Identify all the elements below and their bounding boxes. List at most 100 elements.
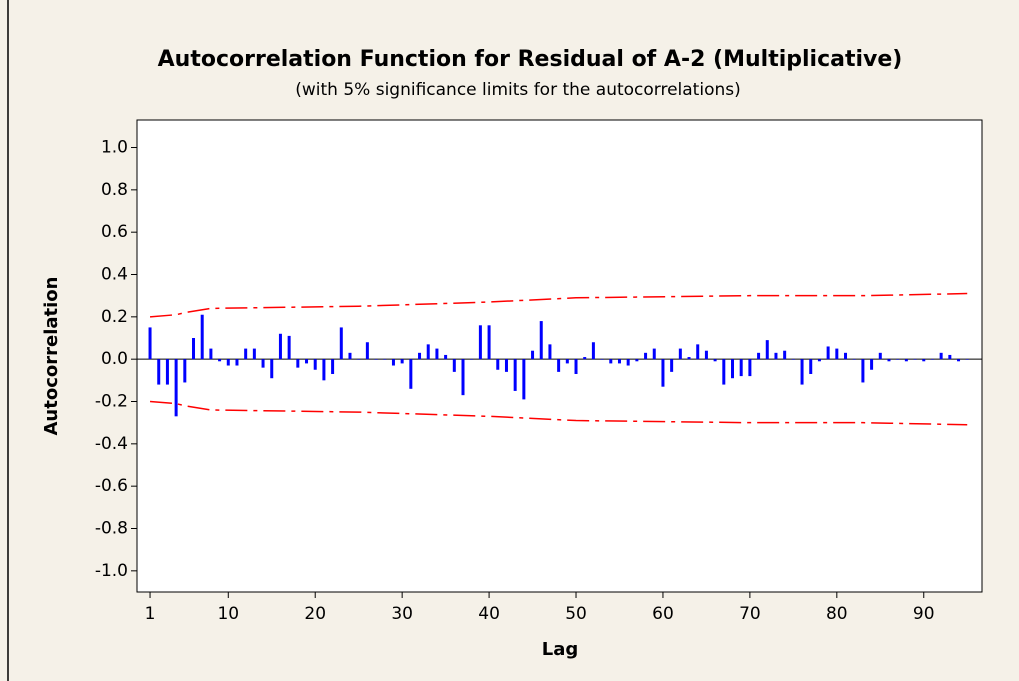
bar [627,359,630,365]
bar [844,353,847,359]
bar [209,349,212,360]
bar [479,325,482,359]
bar [835,349,838,360]
bar [175,359,178,416]
bar [557,359,560,372]
bar [661,359,664,387]
x-tick-label: 1 [145,604,156,624]
bar [375,359,378,360]
bar [601,359,604,360]
y-tick-label: 0.2 [101,307,128,327]
y-tick-label: 0.0 [101,349,128,369]
bar [157,359,160,384]
bar [774,353,777,359]
y-tick-label: 0.8 [101,180,128,200]
bar [731,359,734,378]
bar [322,359,325,380]
bar [305,359,308,363]
bar [653,349,656,360]
bar [818,359,821,361]
x-tick-label: 60 [652,604,674,624]
bar [948,355,951,359]
chart-subtitle: (with 5% significance limits for the aut… [295,80,741,100]
bar [409,359,412,389]
bar [418,353,421,359]
x-tick-label: 80 [826,604,848,624]
bar [331,359,334,374]
bar [270,359,273,378]
bar [262,359,265,367]
bar [288,336,291,359]
bar [583,357,586,359]
bar [462,359,465,395]
bar [922,359,925,361]
bar [757,353,760,359]
y-tick-label: 1.0 [101,138,128,158]
bar [801,359,804,384]
bar [914,359,917,360]
bar [296,359,299,367]
bar [392,359,395,365]
chart: Autocorrelation Function for Residual of… [0,0,1019,681]
bar [853,359,856,360]
y-tick-label: -0.2 [95,392,128,412]
bar [531,351,534,359]
bar [966,359,969,360]
bar [722,359,725,384]
bar [244,349,247,360]
x-tick-label: 10 [217,604,239,624]
x-tick-label: 90 [913,604,935,624]
y-tick-label: 0.6 [101,222,128,242]
bar [575,359,578,374]
bar [679,349,682,360]
bar [931,359,934,360]
x-tick-label: 50 [565,604,587,624]
bar [792,359,795,360]
bar [783,351,786,359]
x-tick-label: 70 [739,604,761,624]
bar [870,359,873,370]
bar [166,359,169,384]
y-tick-label: 0.4 [101,265,128,285]
bar [827,346,830,359]
bar [670,359,673,372]
bar [609,359,612,363]
bar [505,359,508,372]
bar [444,355,447,359]
bar [496,359,499,370]
y-tick-label: -0.6 [95,476,128,496]
bar [340,327,343,359]
bar [218,359,221,361]
bar [427,344,430,359]
bar [314,359,317,370]
bar [149,327,152,359]
bar [887,359,890,361]
bar [740,359,743,376]
bar [618,359,621,363]
bar [696,344,699,359]
bar [453,359,456,372]
bar [488,325,491,359]
bar [705,351,708,359]
bar [227,359,230,365]
x-tick-label: 20 [304,604,326,624]
bar [522,359,525,399]
bar [235,359,238,365]
bar [279,334,282,359]
chart-title: Autocorrelation Function for Residual of… [158,47,903,72]
bar [470,359,473,360]
bar [201,315,204,359]
bar [540,321,543,359]
bar [957,359,960,361]
y-tick-label: -0.4 [95,434,128,454]
bar [253,349,256,360]
bar [940,353,943,359]
plot-area [137,120,982,592]
bar [566,359,569,363]
bar [635,359,638,361]
bar [896,359,899,360]
y-axis-label: Autocorrelation [41,277,62,436]
bar [435,349,438,360]
bar [366,342,369,359]
bar [688,357,691,359]
